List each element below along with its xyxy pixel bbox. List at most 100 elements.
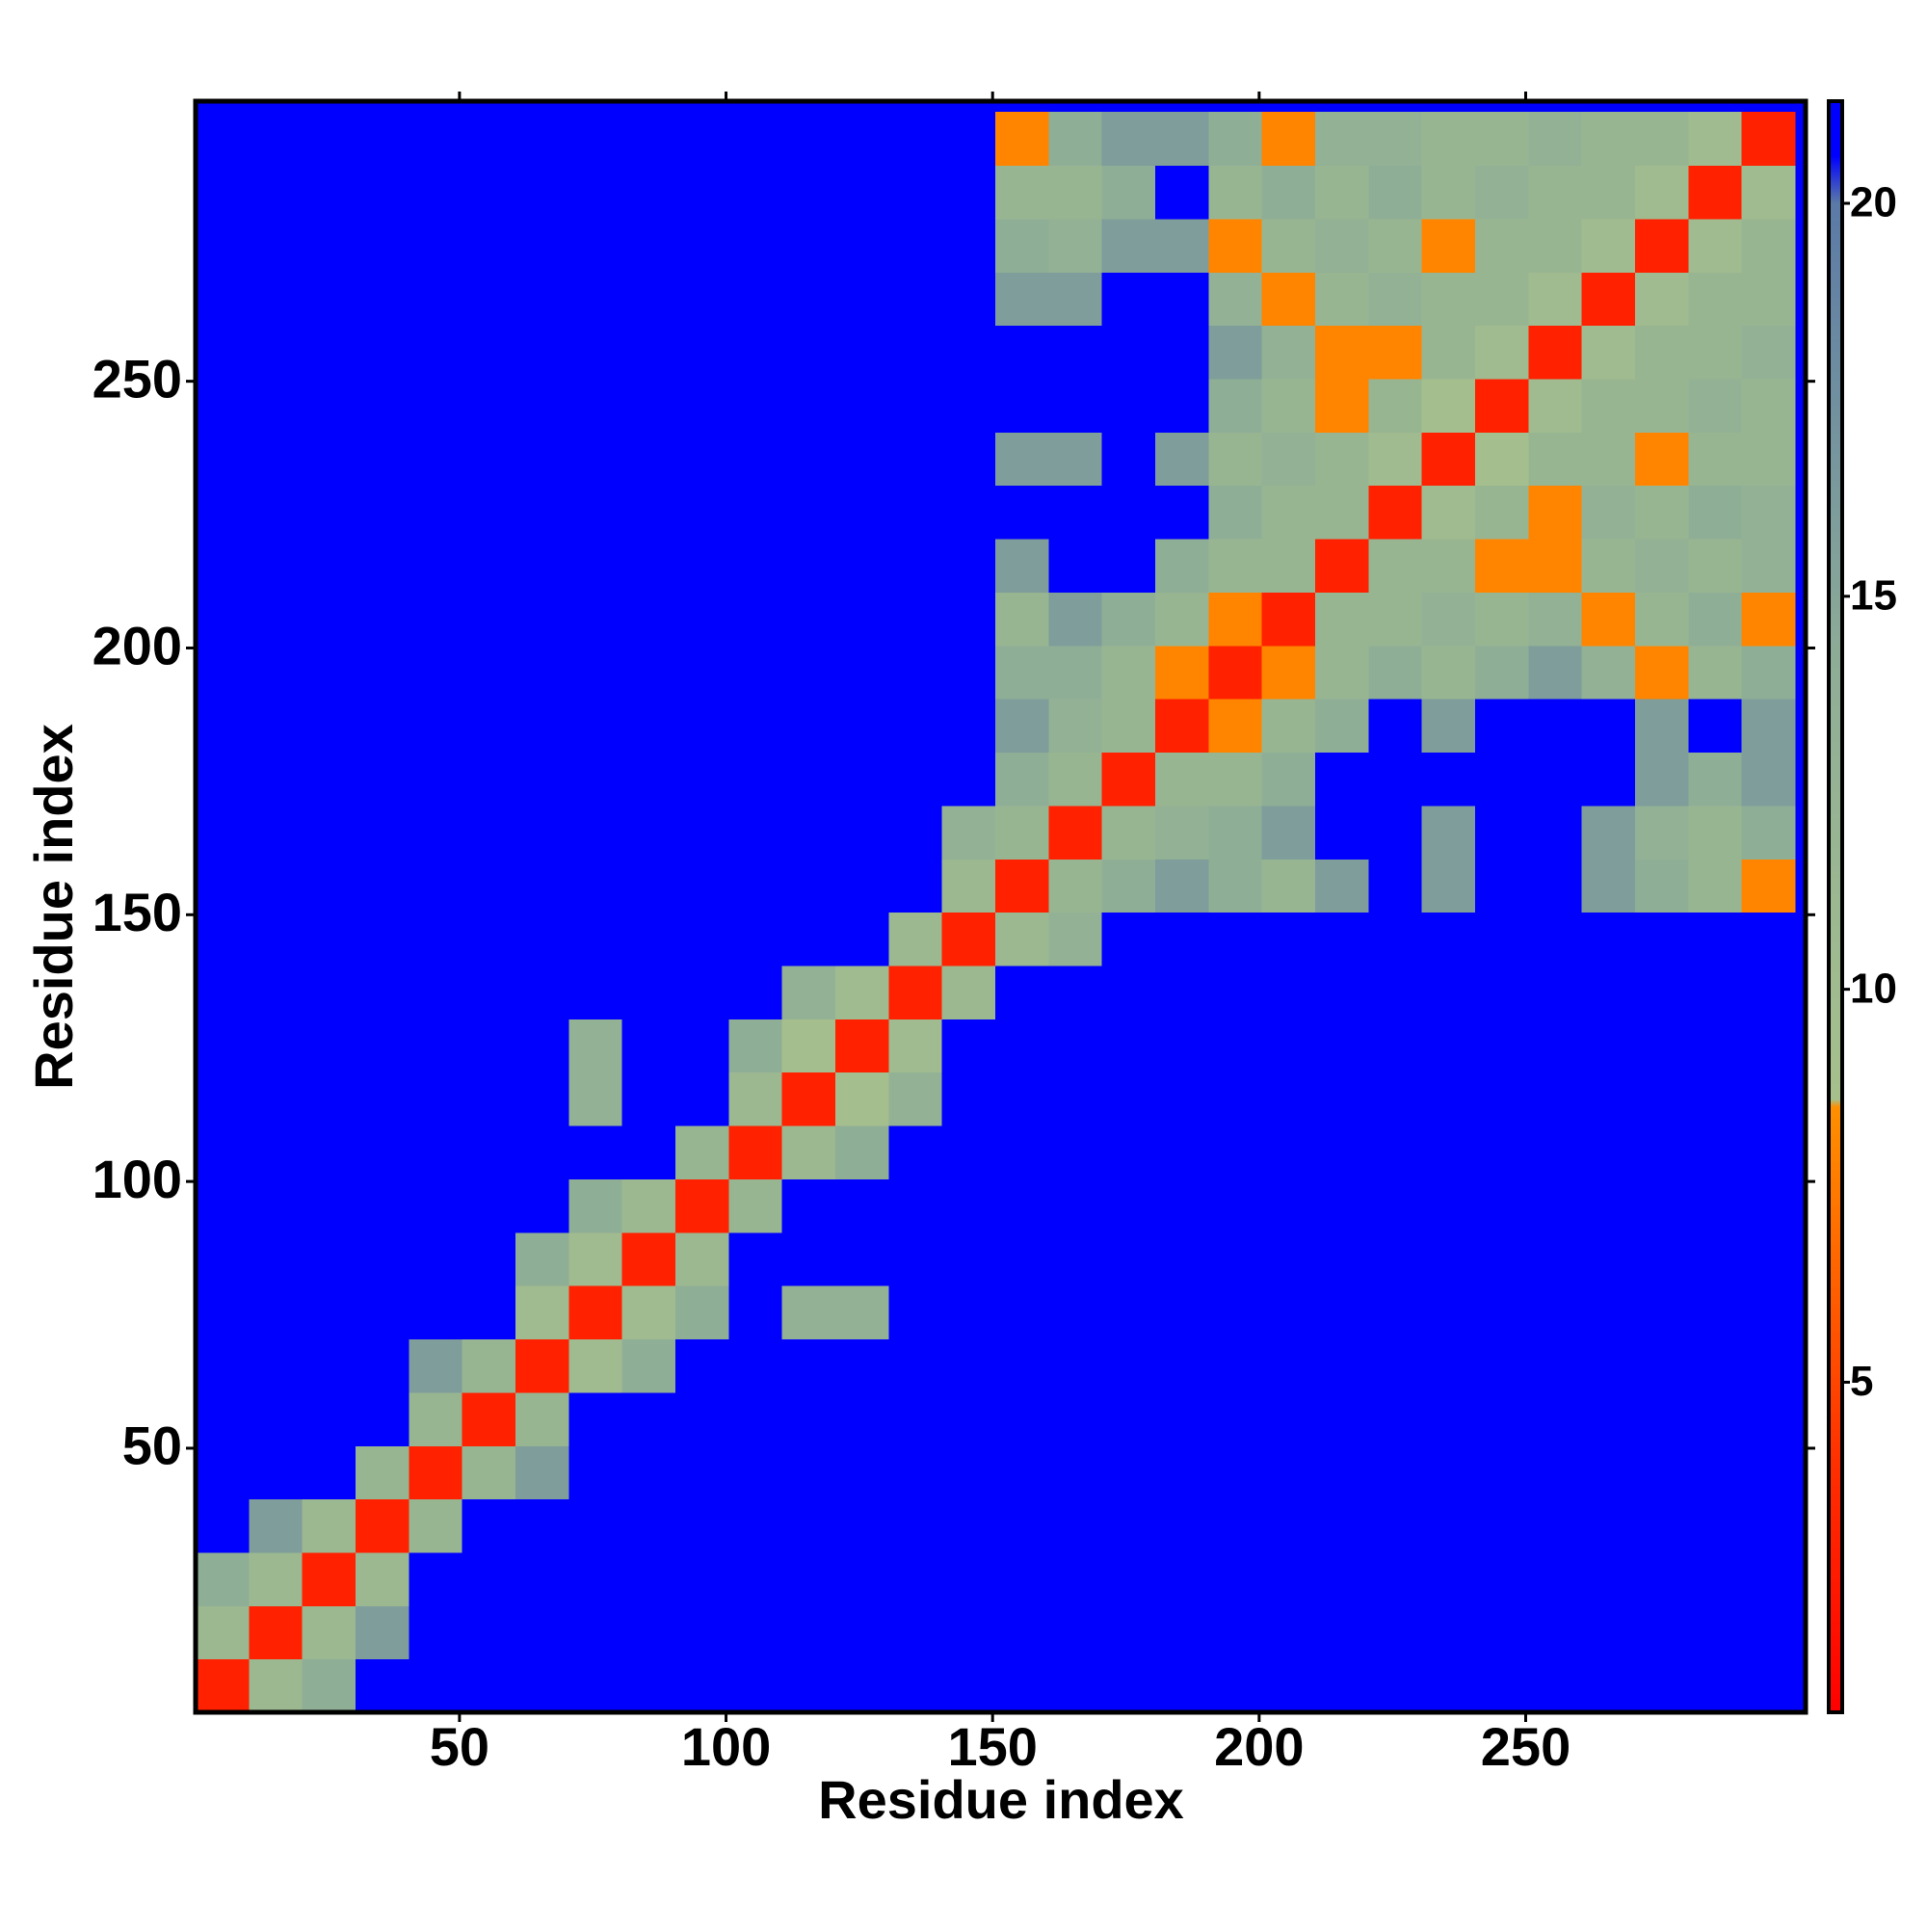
heatmap-cell bbox=[1581, 1338, 1636, 1393]
heatmap-cell bbox=[1154, 805, 1209, 860]
heatmap-cell bbox=[462, 859, 516, 913]
heatmap-cell bbox=[196, 1605, 250, 1660]
x-tick-label: 100 bbox=[681, 1716, 771, 1777]
heatmap-cell bbox=[1741, 1125, 1796, 1179]
heatmap-cell bbox=[1581, 1605, 1636, 1660]
heatmap-cell bbox=[1474, 1498, 1529, 1553]
heatmap-cell bbox=[1528, 218, 1583, 273]
heatmap-cell bbox=[994, 165, 1049, 220]
heatmap-cell bbox=[1688, 1445, 1743, 1500]
heatmap-cell bbox=[1368, 1391, 1423, 1446]
heatmap-cell bbox=[1261, 378, 1316, 433]
heatmap-cell bbox=[1688, 645, 1743, 700]
heatmap-cell bbox=[355, 699, 409, 754]
heatmap-cell bbox=[941, 965, 996, 1019]
heatmap-cell bbox=[196, 378, 250, 433]
heatmap-cell bbox=[834, 485, 889, 540]
heatmap-cell bbox=[674, 432, 729, 487]
heatmap-cell bbox=[1368, 699, 1423, 754]
heatmap-cell bbox=[1154, 218, 1209, 273]
heatmap-cell bbox=[302, 1019, 356, 1073]
heatmap-cell bbox=[1261, 1658, 1316, 1713]
heatmap-cell bbox=[728, 1285, 783, 1340]
heatmap-cell bbox=[1741, 965, 1796, 1019]
heatmap-cell bbox=[674, 752, 729, 807]
heatmap-cell bbox=[568, 859, 623, 913]
heatmap-cell bbox=[1421, 1125, 1476, 1179]
heatmap-cell bbox=[249, 165, 304, 220]
heatmap-cell bbox=[1581, 165, 1636, 220]
heatmap-cell bbox=[1368, 432, 1423, 487]
heatmap-cell bbox=[1421, 432, 1476, 487]
heatmap-cell bbox=[1048, 378, 1103, 433]
heatmap-cell bbox=[409, 1391, 463, 1446]
heatmap-cell bbox=[515, 165, 569, 220]
heatmap-cell bbox=[462, 165, 516, 220]
heatmap-cell bbox=[515, 1178, 569, 1233]
heatmap-cell bbox=[355, 1019, 409, 1073]
heatmap-cell bbox=[515, 1445, 569, 1500]
heatmap-cell bbox=[728, 1658, 783, 1713]
heatmap-cell bbox=[515, 752, 569, 807]
heatmap-cell bbox=[674, 645, 729, 700]
heatmap-cell bbox=[781, 1605, 836, 1660]
heatmap-cell bbox=[568, 1285, 623, 1340]
heatmap-cell bbox=[728, 859, 783, 913]
heatmap-cell bbox=[409, 485, 463, 540]
colorbar-tick-label: 15 bbox=[1850, 571, 1897, 619]
heatmap-cell bbox=[1581, 699, 1636, 754]
heatmap-cell bbox=[1261, 965, 1316, 1019]
heatmap-cell bbox=[1048, 1019, 1103, 1073]
heatmap-cell bbox=[355, 1658, 409, 1713]
heatmap-cell bbox=[621, 592, 676, 647]
heatmap-cell bbox=[1421, 272, 1476, 327]
heatmap-cell bbox=[515, 1125, 569, 1179]
heatmap-cell bbox=[1208, 325, 1263, 380]
heatmap-cell bbox=[621, 1019, 676, 1073]
heatmap-cell bbox=[1741, 1019, 1796, 1073]
heatmap-cell bbox=[781, 325, 836, 380]
heatmap-cell bbox=[1208, 699, 1263, 754]
heatmap-cell bbox=[1421, 1285, 1476, 1340]
heatmap-cell bbox=[621, 912, 676, 966]
heatmap-cell bbox=[1314, 699, 1369, 754]
heatmap-cell bbox=[409, 1072, 463, 1126]
heatmap-cell bbox=[1474, 805, 1529, 860]
heatmap-cell bbox=[1474, 1445, 1529, 1500]
heatmap-cell bbox=[941, 645, 996, 700]
heatmap-cell bbox=[1634, 859, 1689, 913]
heatmap-cell bbox=[1261, 218, 1316, 273]
heatmap-cell bbox=[781, 1178, 836, 1233]
heatmap-cell bbox=[994, 1072, 1049, 1126]
heatmap-cell bbox=[302, 218, 356, 273]
heatmap-cell bbox=[728, 805, 783, 860]
heatmap-cell bbox=[1528, 1445, 1583, 1500]
heatmap-cell bbox=[462, 1391, 516, 1446]
heatmap-cell bbox=[621, 752, 676, 807]
heatmap-cell bbox=[834, 965, 889, 1019]
heatmap-cell bbox=[1634, 912, 1689, 966]
heatmap-cell bbox=[1101, 112, 1156, 167]
heatmap-cell bbox=[1528, 1605, 1583, 1660]
heatmap-cell bbox=[1154, 1338, 1209, 1393]
heatmap-cell bbox=[515, 1391, 569, 1446]
heatmap-cell bbox=[355, 1551, 409, 1606]
heatmap-cell bbox=[196, 1391, 250, 1446]
heatmap-cell bbox=[834, 112, 889, 167]
heatmap-cell bbox=[355, 965, 409, 1019]
heatmap-cell bbox=[1314, 538, 1369, 593]
heatmap-cell bbox=[249, 272, 304, 327]
heatmap-cell bbox=[355, 752, 409, 807]
heatmap-cell bbox=[1154, 1178, 1209, 1233]
heatmap-cell bbox=[1154, 645, 1209, 700]
heatmap-cell bbox=[1741, 645, 1796, 700]
heatmap-cell bbox=[409, 1445, 463, 1500]
heatmap-cell bbox=[1154, 965, 1209, 1019]
heatmap-cell bbox=[302, 1338, 356, 1393]
heatmap-cell bbox=[834, 645, 889, 700]
heatmap-cell bbox=[621, 1125, 676, 1179]
heatmap-cell bbox=[462, 1445, 516, 1500]
heatmap-cell bbox=[888, 1445, 943, 1500]
heatmap-cell bbox=[1474, 1178, 1529, 1233]
heatmap-cell bbox=[1421, 1019, 1476, 1073]
